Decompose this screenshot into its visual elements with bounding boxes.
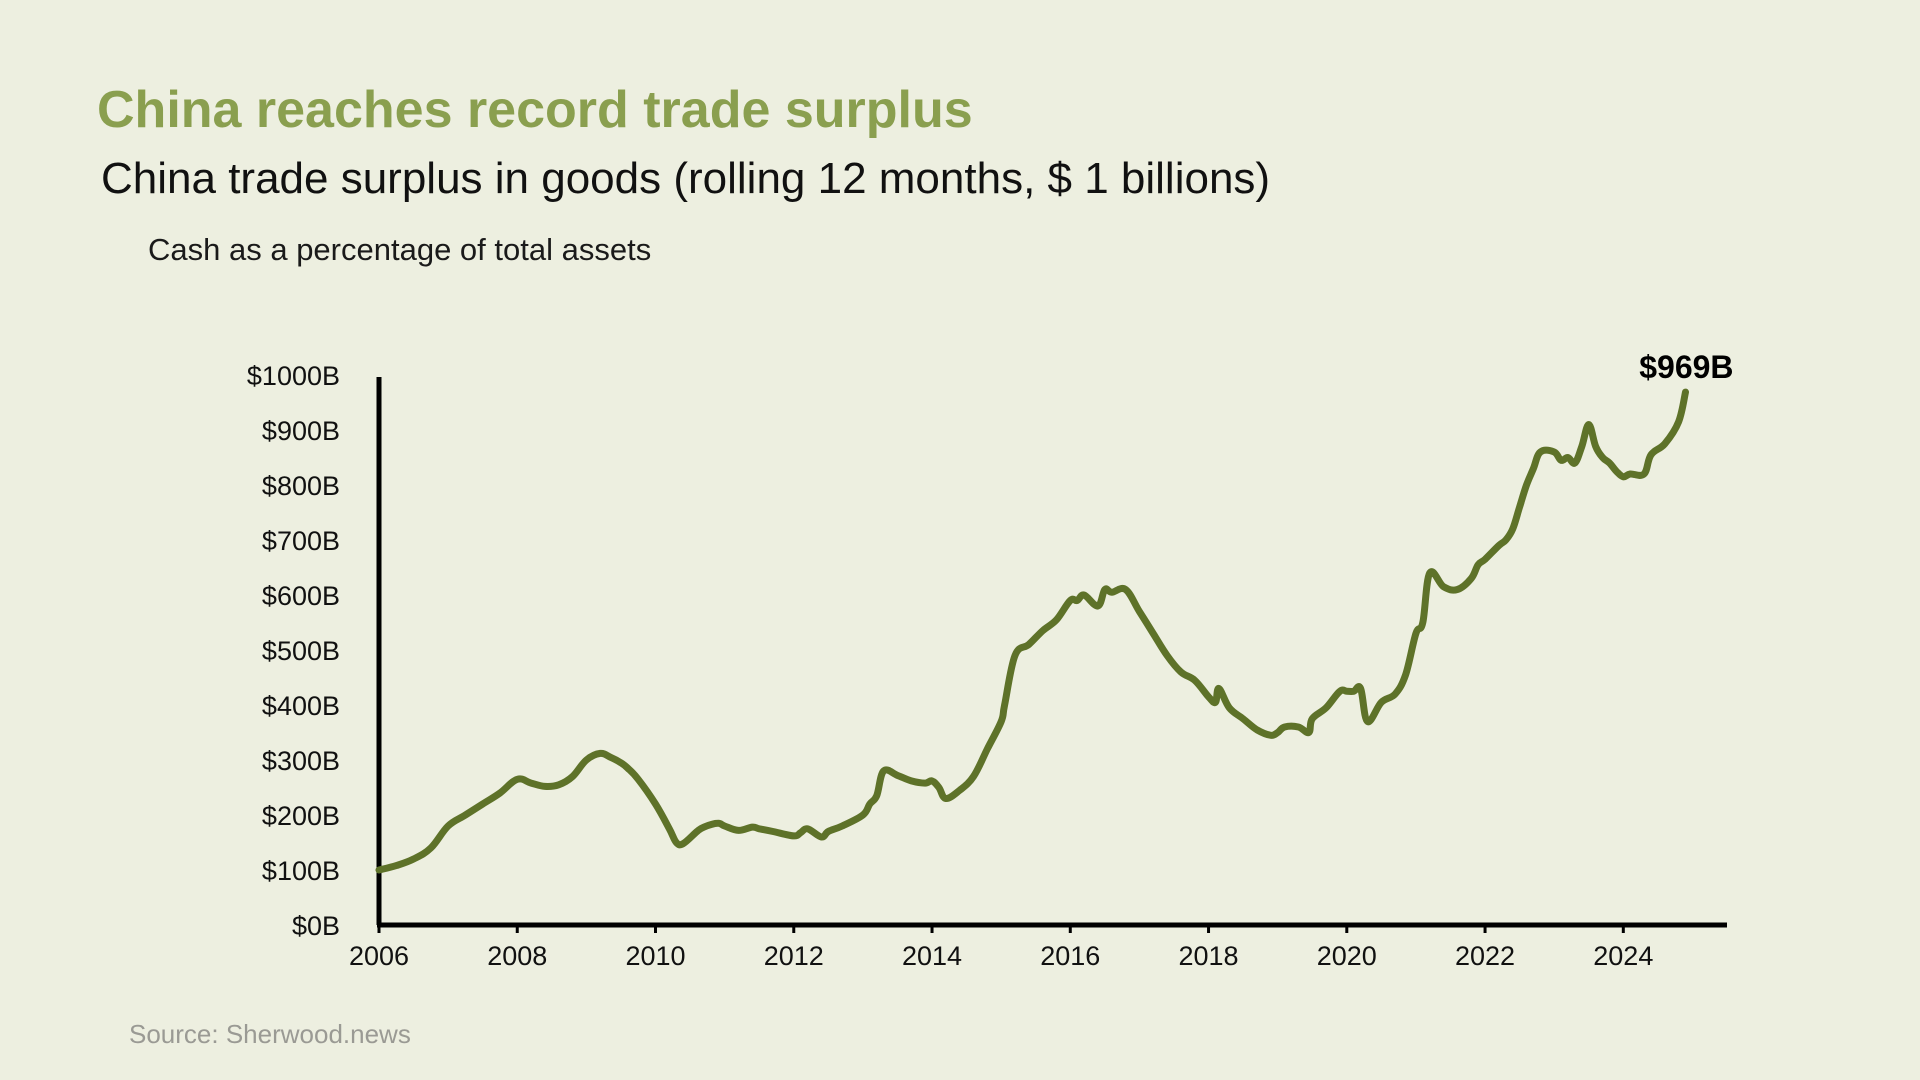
- x-tick-label: 2010: [625, 941, 685, 971]
- chart-note: Cash as a percentage of total assets: [148, 232, 652, 267]
- x-tick-label: 2008: [487, 941, 547, 971]
- x-tick-label: 2012: [764, 941, 824, 971]
- y-tick-labels: $0B $100B $200B $300B $400B $500B $600B $700B $8…: [247, 361, 340, 941]
- x-tick-label: 2024: [1593, 941, 1653, 971]
- y-tick-label: $700B: [262, 526, 340, 556]
- x-tick-label: 2006: [349, 941, 409, 971]
- series-line: [375, 388, 1689, 874]
- y-tick-label: $100B: [262, 856, 340, 886]
- chart-title: China reaches record trade surplus: [97, 81, 973, 139]
- x-tick-label: 2016: [1040, 941, 1100, 971]
- y-tick-label: $0B: [292, 911, 340, 941]
- source-note: Source: Sherwood.news: [129, 1019, 411, 1049]
- x-tick-label: 2014: [902, 941, 962, 971]
- y-tick-label: $900B: [262, 416, 340, 446]
- x-tick-label: 2022: [1455, 941, 1515, 971]
- x-tick-marks: [377, 925, 1625, 933]
- y-tick-label: $600B: [262, 581, 340, 611]
- y-tick-label: $200B: [262, 801, 340, 831]
- y-tick-label: $500B: [262, 636, 340, 666]
- y-tick-label: $400B: [262, 691, 340, 721]
- end-value-label: $969B: [1639, 349, 1733, 385]
- y-tick-label: $1000B: [247, 361, 340, 391]
- y-tick-label: $300B: [262, 746, 340, 776]
- chart-subtitle: China trade surplus in goods (rolling 12…: [101, 154, 1271, 203]
- x-tick-label: 2018: [1178, 941, 1238, 971]
- x-tick-label: 2020: [1317, 941, 1377, 971]
- x-tick-labels: 2006 2008 2010 2012 2014 2016 2018 2020 2022 2024: [349, 941, 1653, 971]
- y-tick-label: $800B: [262, 471, 340, 501]
